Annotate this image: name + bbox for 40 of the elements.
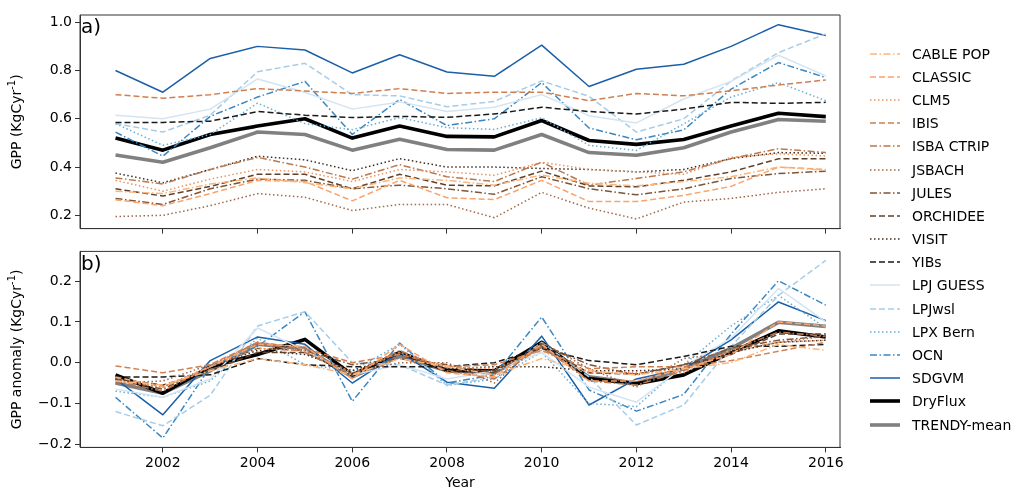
y-tick-label: 1.0 [49,12,72,29]
y-tick-label: 0.2 [49,205,72,222]
x-tick-label: 2010 [523,454,560,471]
x-tick-label: 2002 [145,454,181,471]
legend-label: CLASSIC [912,68,972,85]
x-axis-title: Year [444,474,476,491]
legend-label: LPX Bern [912,323,975,340]
legend-label: JSBACH [912,161,965,178]
legend-label: TRENDY-mean [912,416,1012,433]
y-axis-title: GPP (KgCyr-1) [6,74,24,170]
annotation: a) [81,14,102,39]
y-tick-label: 0.0 [49,353,72,370]
y-tick-label: −0.2 [38,434,72,451]
legend-label: DryFlux [912,393,966,410]
y-tick-label: 0.6 [49,109,73,126]
legend-label: IBIS [912,115,939,132]
legend-label: ISBA CTRIP [912,138,990,155]
y-tick-label: 0.2 [49,271,72,288]
legend-label: SDGVM [912,370,965,387]
y-tick-label: 0.4 [49,157,73,174]
y-tick-label: 0.8 [49,61,72,78]
x-tick-label: 2006 [334,454,371,471]
legend-label: LPJ GUESS [912,277,985,294]
legend-label: OCN [912,347,944,364]
annotation: b) [81,250,102,275]
legend-label: LPJwsl [912,300,956,317]
legend-label: VISIT [912,231,948,248]
y-tick-label: 0.1 [49,312,72,329]
x-tick-label: 2012 [618,454,655,471]
x-tick-label: 2014 [713,454,749,471]
legend-label: YIBs [912,254,942,271]
x-tick-label: 2016 [807,454,844,471]
legend-label: JULES [912,184,952,201]
legend-label: CABLE POP [912,45,990,62]
y-axis-title: GPP anomaly (KgCyr-1) [6,269,24,430]
x-tick-label: 2008 [429,454,465,471]
y-tick-label: −0.1 [38,394,72,411]
legend-label: CLM5 [912,91,951,108]
x-tick-label: 2004 [239,454,276,471]
legend-label: ORCHIDEE [912,207,985,224]
